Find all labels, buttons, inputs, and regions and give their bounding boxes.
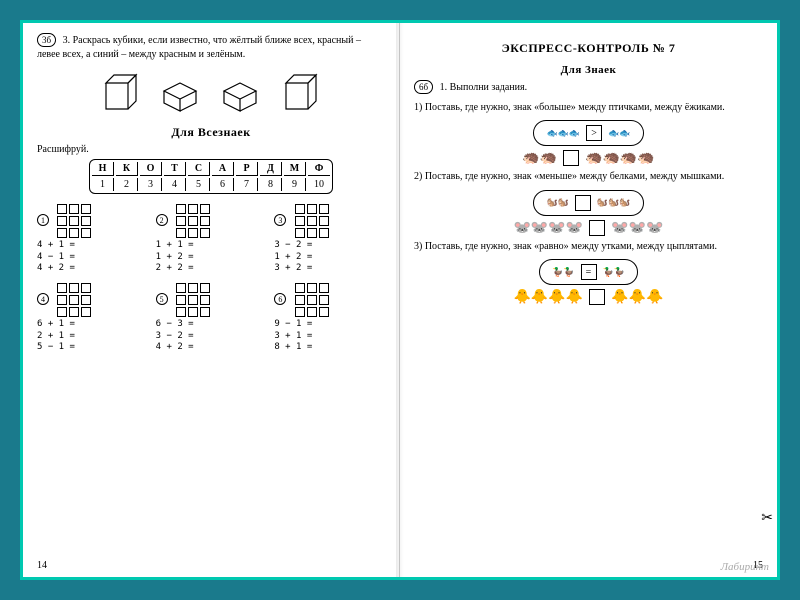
task3-num: 3. — [63, 35, 71, 46]
hedgehog-icon: 🦔🦔 — [522, 150, 557, 167]
fish-icon: 🐟🐟🐟 — [546, 128, 580, 139]
task1-text: 6б 1. Выполни задания. — [414, 80, 763, 95]
section-vseznaek: Для Всезнаек — [37, 125, 385, 140]
cube-icon — [278, 69, 324, 115]
badge-6b: 6б — [414, 80, 433, 94]
cube-icon — [218, 69, 264, 115]
equation: 8 + 1 = — [274, 342, 385, 354]
task1-num: 1. — [440, 82, 448, 93]
math-block: 2 1 + 1 = 1 + 2 = 2 + 2 = — [156, 202, 267, 275]
mouse-icon: 🐭🐭🐭🐭 — [513, 220, 583, 237]
cipher-table: НКОТСАРДМФ 12345678910 — [89, 159, 333, 194]
equation: 3 + 1 = — [274, 331, 385, 343]
equation: 3 − 2 = — [156, 331, 267, 343]
duck-icon: 🦆🦆 — [603, 267, 625, 278]
answer-grid — [293, 202, 331, 240]
equation: 4 − 1 = — [37, 252, 148, 264]
equation: 1 + 2 = — [156, 252, 267, 264]
math-row-2: 4 6 + 1 = 2 + 1 = 5 − 1 = 5 6 − 3 = 3 − … — [37, 281, 385, 354]
task3-body: Раскрась кубики, если известно, что жёлт… — [37, 35, 361, 60]
answer-grid — [55, 281, 93, 319]
equation: 4 + 2 = — [156, 342, 267, 354]
answer-grid — [174, 202, 212, 240]
answer-grid — [174, 281, 212, 319]
scissors-icon: ✂ — [761, 510, 773, 527]
equation: 1 + 1 = — [156, 240, 267, 252]
watermark: Лабиринт — [721, 561, 769, 573]
cube-icon — [158, 69, 204, 115]
mice-row: 🐭🐭🐭🐭 🐭🐭🐭 — [414, 220, 763, 237]
block-num: 6 — [274, 293, 286, 305]
chick-icon: 🐥🐥🐥 — [611, 289, 663, 306]
compare-box — [589, 220, 605, 236]
mouse-icon: 🐭🐭🐭 — [611, 220, 663, 237]
fish-icon: 🐟🐟 — [608, 128, 630, 139]
cipher-nums-row: 12345678910 — [92, 178, 330, 191]
subtask2: 2) Поставь, где нужно, знак «меньше» меж… — [414, 170, 763, 184]
chick-icon: 🐥🐥🐥🐥 — [513, 289, 583, 306]
equation: 6 + 1 = — [37, 319, 148, 331]
block-num: 5 — [156, 293, 168, 305]
equation: 9 − 1 = — [274, 319, 385, 331]
hedgehog-icon: 🦔🦔🦔🦔 — [585, 150, 655, 167]
badge-3b: 3б — [37, 33, 56, 47]
cubes-row — [37, 69, 385, 115]
equation: 5 − 1 = — [37, 342, 148, 354]
compare-box — [575, 195, 591, 211]
hedgehogs-row: 🦔🦔 🦔🦔🦔🦔 — [414, 150, 763, 167]
equation: 4 + 2 = — [37, 263, 148, 275]
math-block: 1 4 + 1 = 4 − 1 = 4 + 2 = — [37, 202, 148, 275]
chicks-row: 🐥🐥🐥🐥 🐥🐥🐥 — [414, 289, 763, 306]
book-spread: 3б 3. Раскрась кубики, если известно, чт… — [20, 20, 780, 580]
cube-icon — [98, 69, 144, 115]
answer-grid — [55, 202, 93, 240]
block-num: 1 — [37, 214, 49, 226]
equation: 1 + 2 = — [274, 252, 385, 264]
math-row-1: 1 4 + 1 = 4 − 1 = 4 + 2 = 2 1 + 1 = 1 + … — [37, 202, 385, 275]
page-number: 14 — [37, 560, 47, 571]
equation: 4 + 1 = — [37, 240, 148, 252]
book-spine — [396, 23, 404, 577]
cipher-letters-row: НКОТСАРДМФ — [92, 162, 330, 176]
equation: 2 + 1 = — [37, 331, 148, 343]
duck-icon: 🦆🦆 — [552, 267, 574, 278]
subtask3: 3) Поставь, где нужно, знак «равно» межд… — [414, 240, 763, 254]
block-num: 2 — [156, 214, 168, 226]
squirrel-icon: 🐿️🐿️ — [546, 197, 568, 208]
math-block: 5 6 − 3 = 3 − 2 = 4 + 2 = — [156, 281, 267, 354]
decode-label: Расшифруй. — [37, 144, 385, 155]
equation: 2 + 2 = — [156, 263, 267, 275]
answer-grid — [293, 281, 331, 319]
squirrel-oval: 🐿️🐿️ 🐿️🐿️🐿️ — [533, 190, 643, 216]
squirrel-icon: 🐿️🐿️🐿️ — [597, 197, 631, 208]
compare-box — [563, 150, 579, 166]
equation: 6 − 3 = — [156, 319, 267, 331]
math-block: 4 6 + 1 = 2 + 1 = 5 − 1 = — [37, 281, 148, 354]
compare-box: > — [586, 125, 602, 141]
fish-oval: 🐟🐟🐟 > 🐟🐟 — [533, 120, 643, 146]
section-znaek: Для Знаек — [414, 64, 763, 76]
subtask1: 1) Поставь, где нужно, знак «больше» меж… — [414, 101, 763, 115]
page-left: 3б 3. Раскрась кубики, если известно, чт… — [23, 23, 400, 577]
task3-text: 3б 3. Раскрась кубики, если известно, чт… — [37, 33, 385, 61]
express-title: ЭКСПРЕСС-КОНТРОЛЬ № 7 — [414, 41, 763, 56]
duck-oval: 🦆🦆 = 🦆🦆 — [539, 259, 638, 285]
page-right: ЭКСПРЕСС-КОНТРОЛЬ № 7 Для Знаек 6б 1. Вы… — [400, 23, 777, 577]
compare-box — [589, 289, 605, 305]
math-block: 3 3 − 2 = 1 + 2 = 3 + 2 = — [274, 202, 385, 275]
equation: 3 − 2 = — [274, 240, 385, 252]
compare-box: = — [581, 264, 597, 280]
math-block: 6 9 − 1 = 3 + 1 = 8 + 1 = — [274, 281, 385, 354]
equation: 3 + 2 = — [274, 263, 385, 275]
task1-body: Выполни задания. — [450, 82, 528, 93]
block-num: 4 — [37, 293, 49, 305]
block-num: 3 — [274, 214, 286, 226]
